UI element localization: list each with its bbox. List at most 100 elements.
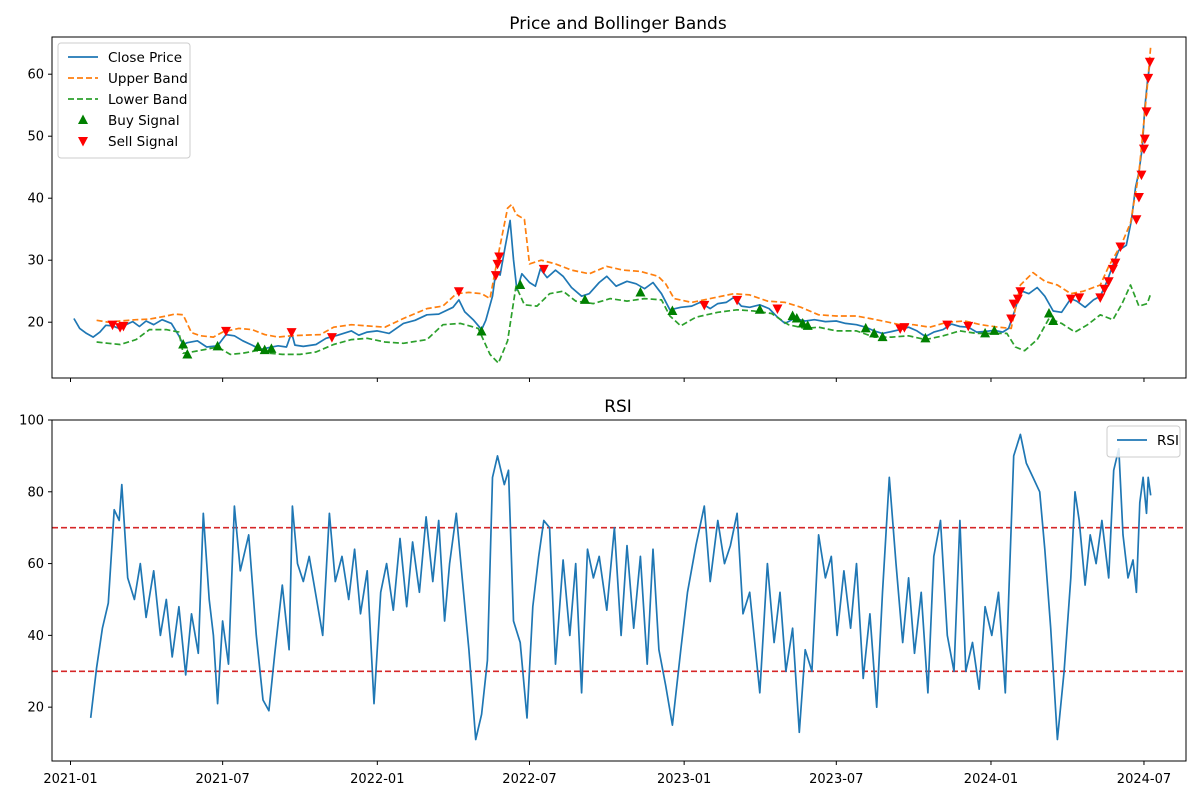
- legend-upper-band-label: Upper Band: [108, 71, 188, 87]
- price-y-axis: 20 30 40 50 60: [27, 68, 52, 331]
- buy-signal-marker: [178, 339, 189, 349]
- legend-box: [1106, 425, 1181, 458]
- sell-signal-marker: [772, 304, 783, 315]
- legend-close-price-label: Close Price: [108, 50, 182, 66]
- sell-signal-marker: [699, 300, 710, 311]
- rsi-y-axis: 20 40 60 80 100: [19, 414, 52, 716]
- y-tick-label: 30: [27, 254, 44, 269]
- buy-signal-marker: [476, 326, 487, 336]
- lower-band-line: [96, 284, 1152, 364]
- sell-signal-marker: [1115, 242, 1126, 253]
- sell-signal-marker: [1110, 258, 1121, 269]
- sell-signal-marker: [732, 295, 743, 306]
- sell-signal-marker: [1133, 192, 1144, 203]
- sell-signal-marker: [490, 271, 501, 281]
- y-tick-label: 40: [27, 629, 44, 644]
- x-tick-label: 2024-07: [1117, 772, 1171, 787]
- buy-signal-marker: [920, 332, 931, 343]
- x-tick-label: 2022-01: [350, 772, 404, 787]
- plot-frame: [51, 419, 1187, 762]
- sell-signal-marker: [1008, 299, 1019, 310]
- rsi-line: [89, 433, 1152, 741]
- sell-signal-marker: [1141, 107, 1152, 117]
- buy-signal-marker: [182, 348, 193, 359]
- sell-signal-marker: [286, 328, 297, 338]
- legend-lower-band-label: Lower Band: [108, 92, 187, 108]
- chart-title: RSI: [604, 397, 632, 417]
- sell-signal-marker: [1138, 144, 1149, 155]
- legend-sell-signal-swatch: [78, 137, 88, 147]
- buy-signal-marker: [869, 327, 880, 338]
- sell-signal-marker: [1012, 294, 1023, 305]
- buy-signal-marker: [797, 317, 808, 328]
- plot-content: [73, 46, 1155, 364]
- price-legend: Close Price Upper Band Lower Band Buy Signa…: [57, 42, 191, 159]
- x-tick-label: 2024-01: [964, 772, 1018, 787]
- buy-signal-marker: [667, 305, 678, 316]
- y-tick-label: 20: [27, 701, 44, 716]
- rsi-legend: RSI: [1106, 425, 1181, 458]
- sell-signal-marker: [494, 252, 505, 262]
- upper-band-line: [96, 46, 1152, 338]
- sell-signal-marker: [453, 287, 464, 297]
- rsi-x-axis: 2021-01 2021-07 2022-01 2022-07 2023-01 2023-…: [43, 761, 1171, 787]
- buy-signal-marker: [1043, 308, 1054, 318]
- legend-rsi-label: RSI: [1157, 433, 1179, 449]
- y-tick-label: 60: [27, 557, 44, 572]
- y-tick-label: 100: [19, 414, 44, 429]
- buy-signal-marker: [989, 325, 1000, 335]
- buy-signal-markers: [178, 279, 1059, 359]
- sell-signal-marker: [492, 259, 503, 270]
- sell-signal-marker: [1095, 293, 1106, 303]
- sell-signal-marker: [326, 333, 337, 343]
- legend-sell-signal-label: Sell Signal: [108, 134, 178, 150]
- sell-signal-marker: [1136, 170, 1147, 181]
- buy-signal-marker: [1048, 315, 1059, 325]
- buy-signal-marker: [791, 312, 802, 323]
- x-tick-label: 2021-01: [43, 772, 97, 787]
- sell-signal-marker: [1144, 57, 1155, 68]
- sell-signal-marker: [942, 320, 953, 331]
- buy-signal-marker: [754, 304, 765, 314]
- rsi-plot-area: [51, 419, 1187, 762]
- y-tick-label: 80: [27, 485, 44, 500]
- price-x-axis: [69, 378, 1145, 382]
- plot-content: [52, 433, 1186, 741]
- buy-signal-marker: [579, 294, 590, 304]
- buy-signal-marker: [252, 341, 263, 351]
- buy-signal-marker: [635, 286, 646, 297]
- buy-signal-marker: [802, 320, 813, 330]
- legend-buy-signal-swatch: [78, 114, 88, 124]
- sell-signal-marker: [1103, 277, 1114, 287]
- sell-signal-marker: [1006, 314, 1017, 324]
- x-tick-label: 2023-07: [809, 772, 863, 787]
- sell-signal-marker: [1099, 284, 1110, 295]
- sell-signal-marker: [118, 321, 129, 332]
- sell-signal-marker: [1015, 287, 1026, 297]
- sell-signal-marker: [899, 323, 910, 333]
- y-tick-label: 60: [27, 68, 44, 83]
- sell-signal-marker: [1074, 293, 1085, 303]
- buy-signal-marker: [980, 327, 991, 338]
- buy-signal-marker: [212, 340, 223, 351]
- buy-signal-marker: [877, 331, 888, 342]
- buy-signal-marker: [860, 322, 871, 333]
- sell-signal-marker: [963, 321, 974, 332]
- price-plot-area: [51, 36, 1187, 379]
- buy-signal-marker: [515, 279, 526, 289]
- y-tick-label: 50: [27, 130, 44, 145]
- legend-buy-signal-label: Buy Signal: [108, 113, 180, 129]
- sell-signal-marker: [1143, 73, 1154, 84]
- sell-signal-marker: [1131, 215, 1142, 225]
- sell-signal-marker: [1065, 294, 1076, 305]
- y-tick-label: 20: [27, 316, 44, 331]
- sell-signal-marker: [1139, 134, 1150, 145]
- rsi-panel: RSI 20 40 60 80 100 2021-01 2021-07 2022-01 202…: [19, 397, 1187, 787]
- sell-signal-marker: [538, 264, 549, 275]
- price-panel: Price and Bollinger Bands 20 30 40 50 60 Clo…: [27, 14, 1187, 382]
- sell-signal-markers: [107, 57, 1155, 343]
- x-tick-label: 2023-01: [657, 772, 711, 787]
- plot-frame: [51, 36, 1187, 379]
- legend-box: [57, 42, 191, 159]
